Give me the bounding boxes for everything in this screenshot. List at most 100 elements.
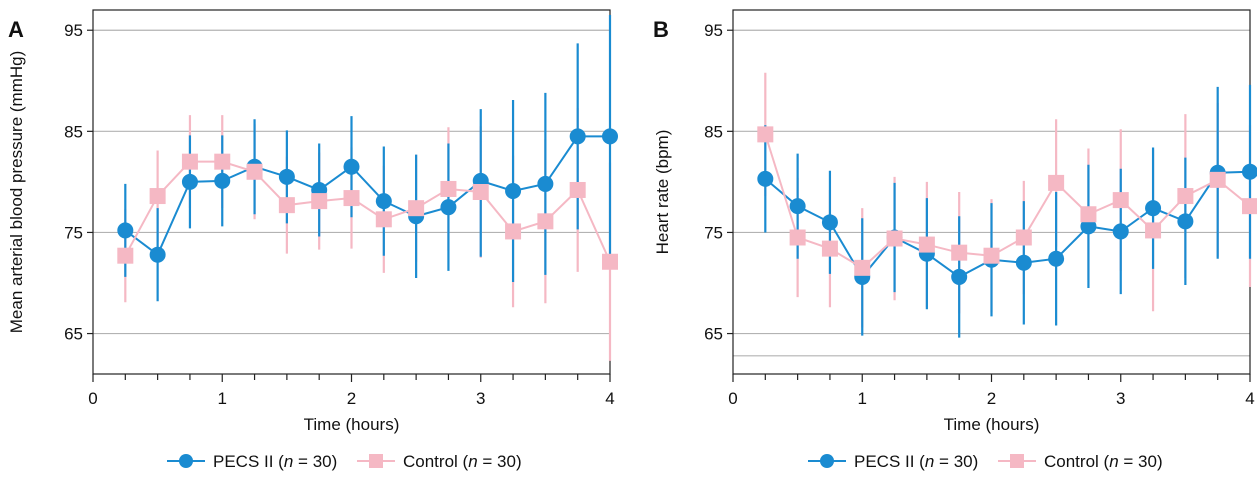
y-tick-label: 85 xyxy=(64,122,83,141)
panel-letter: A xyxy=(8,17,24,42)
control-point xyxy=(886,230,903,247)
control-point xyxy=(472,184,489,200)
x-tick-label: 2 xyxy=(987,389,996,408)
pecs-point xyxy=(1015,254,1032,271)
control-point xyxy=(440,180,457,197)
pecs-point xyxy=(1177,213,1194,230)
y-tick-label: 65 xyxy=(704,325,723,344)
control-series-line xyxy=(124,160,611,263)
control-point xyxy=(602,253,618,270)
x-tick-label: 0 xyxy=(728,389,737,408)
control-point xyxy=(149,188,166,205)
pecs-series-line xyxy=(764,170,1251,279)
control-point xyxy=(1145,222,1162,239)
y-axis-title: Mean arterial blood pressure (mmHg) xyxy=(7,51,26,334)
control-point xyxy=(1015,229,1032,246)
control-point xyxy=(278,197,295,214)
pecs-point xyxy=(537,175,554,192)
panel-letter: B xyxy=(653,17,669,42)
legend-item-pecs: PECS II (n = 30) xyxy=(167,452,337,471)
pecs-point xyxy=(278,168,295,185)
legend-label: Control (n = 30) xyxy=(403,452,522,471)
pecs-point xyxy=(117,222,134,239)
pecs-point xyxy=(1048,250,1065,267)
legend: PECS II (n = 30) Control (n = 30) xyxy=(167,452,522,471)
pecs-point xyxy=(569,128,586,145)
pecs-series-line xyxy=(124,135,610,257)
pecs-point xyxy=(214,172,231,189)
pecs-point xyxy=(440,199,457,216)
legend: PECS II (n = 30) Control (n = 30) xyxy=(808,452,1163,471)
pecs-point xyxy=(343,158,360,175)
legend-marker-circle xyxy=(820,454,834,468)
legend-marker-circle xyxy=(179,454,193,468)
x-tick-label: 0 xyxy=(88,389,97,408)
control-point xyxy=(214,153,231,170)
legend-marker-square xyxy=(369,454,383,468)
control-point xyxy=(311,193,328,210)
x-tick-label: 4 xyxy=(1245,389,1254,408)
control-point xyxy=(1048,174,1065,191)
panel-b: B 65 75 85 95 0 1 2 3 4 Time (hours) Heart rate (bp… xyxy=(653,9,1257,471)
legend-item-pecs: PECS II (n = 30) xyxy=(808,452,978,471)
control-point xyxy=(375,211,392,228)
x-tick-label: 2 xyxy=(347,389,356,408)
control-point xyxy=(1242,198,1257,215)
pecs-point xyxy=(951,268,968,285)
pecs-point xyxy=(1145,200,1162,217)
control-point xyxy=(569,181,586,198)
control-point xyxy=(343,190,360,207)
pecs-point xyxy=(789,198,806,215)
pecs-point xyxy=(757,170,774,187)
x-tick-label: 1 xyxy=(858,389,867,408)
y-tick-label: 85 xyxy=(704,122,723,141)
y-tick-label: 75 xyxy=(64,223,83,242)
control-point xyxy=(537,213,554,230)
control-point xyxy=(117,247,134,264)
pecs-point xyxy=(1112,223,1129,240)
y-tick-label: 65 xyxy=(64,325,83,344)
y-tick-label: 95 xyxy=(704,21,723,40)
control-point xyxy=(1112,192,1129,209)
legend-label: PECS II (n = 30) xyxy=(213,452,337,471)
control-point xyxy=(789,229,806,246)
control-point xyxy=(408,200,425,217)
control-point xyxy=(1080,206,1097,223)
x-tick-label: 3 xyxy=(1116,389,1125,408)
control-point xyxy=(246,163,263,180)
x-tick-label: 4 xyxy=(605,389,614,408)
pecs-point xyxy=(602,128,618,145)
legend-item-control: Control (n = 30) xyxy=(998,452,1163,471)
control-point xyxy=(951,244,968,261)
control-point xyxy=(918,236,935,253)
x-axis-title: Time (hours) xyxy=(944,415,1040,434)
pecs-point xyxy=(149,246,166,263)
control-point xyxy=(1177,188,1194,205)
pecs-point xyxy=(181,173,198,190)
y-axis-title: Heart rate (bpm) xyxy=(653,130,672,255)
pecs-point xyxy=(505,182,522,199)
control-point xyxy=(983,247,1000,264)
control-point xyxy=(854,259,871,276)
y-tick-label: 95 xyxy=(64,21,83,40)
pecs-point xyxy=(375,193,392,210)
plot-frame xyxy=(732,9,1251,375)
panel-a: A 65 75 85 95 0 1 2 3 4 Time (hours) Mean arterial … xyxy=(7,9,618,471)
pecs-point xyxy=(821,214,838,231)
control-point xyxy=(757,126,774,143)
legend-label: PECS II (n = 30) xyxy=(854,452,978,471)
control-point xyxy=(505,223,522,240)
legend-label: Control (n = 30) xyxy=(1044,452,1163,471)
legend-item-control: Control (n = 30) xyxy=(357,452,522,471)
control-point xyxy=(1209,171,1226,188)
control-point xyxy=(181,153,198,170)
x-tick-label: 3 xyxy=(476,389,485,408)
control-series-line xyxy=(764,134,1251,270)
pecs-point xyxy=(1080,218,1097,235)
x-axis-title: Time (hours) xyxy=(304,415,400,434)
legend-marker-square xyxy=(1010,454,1024,468)
x-tick-label: 1 xyxy=(218,389,227,408)
pecs-point xyxy=(1242,163,1257,180)
